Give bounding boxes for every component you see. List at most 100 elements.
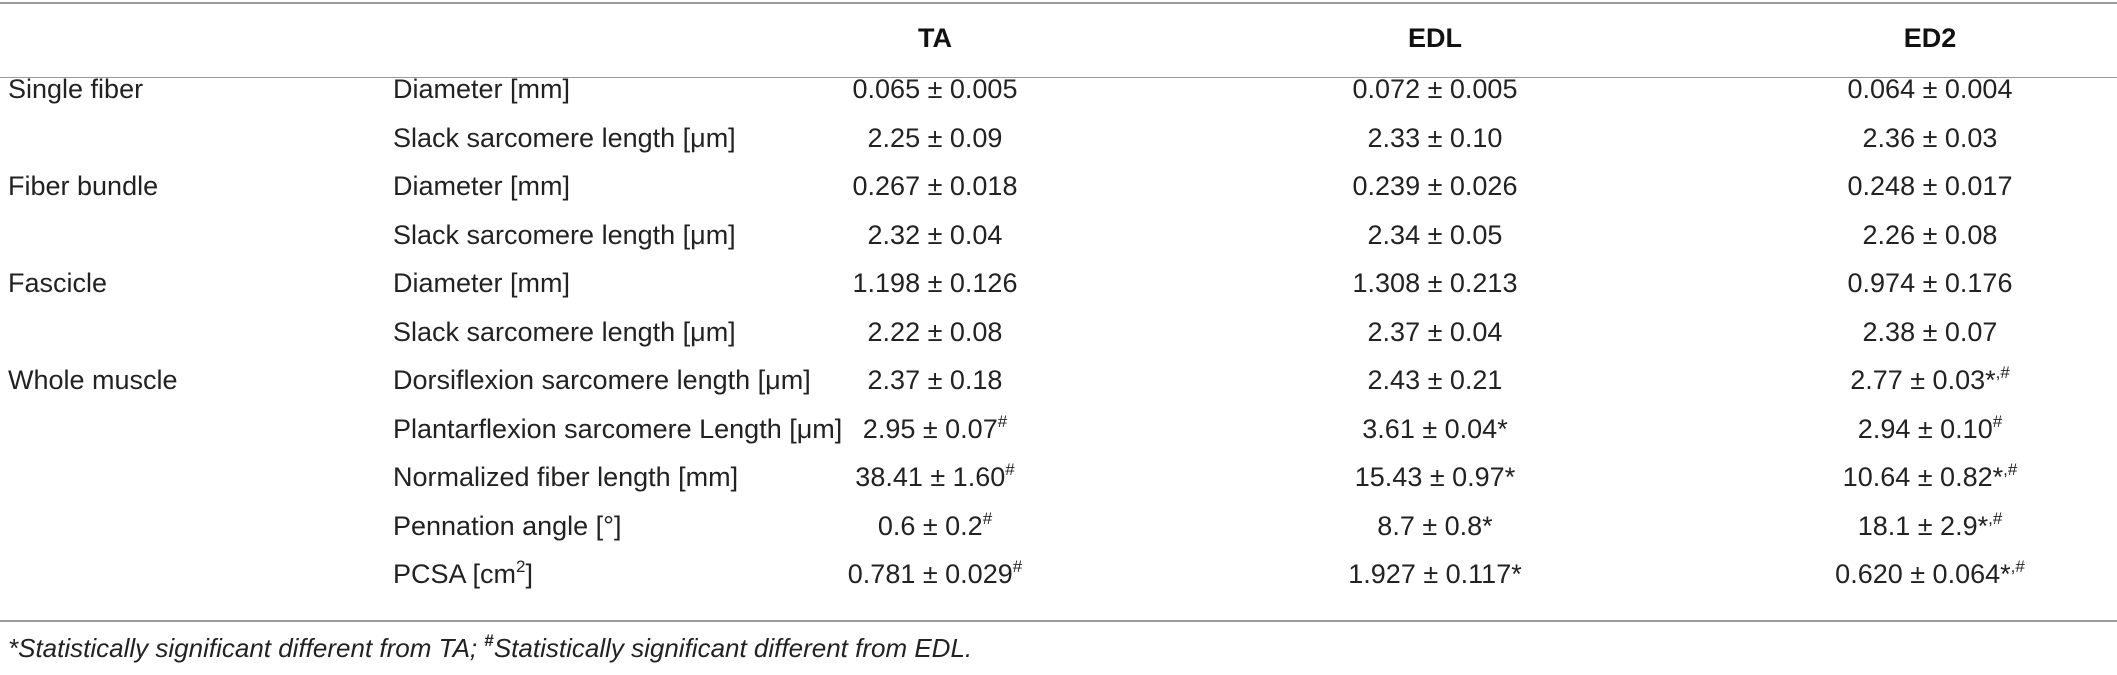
cell-value: 8.7 ± 0.8* — [1377, 511, 1493, 541]
cell-edl: 2.37 ± 0.04 — [1255, 312, 1615, 352]
footnote-ta: *Statistically significant different fro… — [8, 633, 485, 663]
significance-mark: ,# — [1988, 509, 2003, 528]
cell-value: 0.065 ± 0.005 — [852, 74, 1018, 104]
cell-edl: 2.34 ± 0.05 — [1255, 215, 1615, 255]
footnote-edl: Statistically significant different from… — [493, 633, 973, 663]
cell-value: 2.37 ± 0.04 — [1367, 317, 1503, 347]
cell-value: 1.198 ± 0.126 — [852, 268, 1018, 298]
measure-text: Pennation angle [°] — [393, 511, 622, 541]
table-top-rule — [0, 2, 2117, 4]
row-measure-label: Diameter [mm] — [393, 263, 570, 303]
cell-ed2: 2.77 ± 0.03*,# — [1750, 360, 2110, 400]
cell-ta: 2.95 ± 0.07# — [755, 409, 1115, 449]
cell-edl: 8.7 ± 0.8* — [1255, 506, 1615, 546]
cell-ta: 2.25 ± 0.09 — [755, 118, 1115, 158]
measure-text: Diameter [mm] — [393, 74, 571, 104]
footnote-hash: # — [484, 631, 494, 650]
cell-value: 2.38 ± 0.07 — [1862, 317, 1998, 347]
row-measure-label: Diameter [mm] — [393, 166, 570, 206]
row-measure-label: Slack sarcomere length [μm] — [393, 312, 736, 352]
measure-text: PCSA [cm — [393, 559, 517, 589]
column-header-edl: EDL — [1408, 23, 1462, 53]
cell-value: 0.064 ± 0.004 — [1847, 74, 2013, 104]
significance-mark: ,# — [1995, 363, 2010, 382]
measure-text: Normalized fiber length [mm] — [393, 462, 739, 492]
row-group-label: Fiber bundle — [8, 171, 159, 201]
row-measure-label: Slack sarcomere length [μm] — [393, 215, 736, 255]
row-group-label: Single fiber — [8, 74, 144, 104]
cell-edl: 2.33 ± 0.10 — [1255, 118, 1615, 158]
row-group-label: Whole muscle — [8, 365, 178, 395]
row-measure-label: Slack sarcomere length [μm] — [393, 118, 736, 158]
cell-ta: 0.065 ± 0.005 — [755, 69, 1115, 109]
cell-ed2: 0.064 ± 0.004 — [1750, 69, 2110, 109]
cell-ed2: 2.38 ± 0.07 — [1750, 312, 2110, 352]
significance-mark: # — [1012, 557, 1023, 576]
cell-value: 1.308 ± 0.213 — [1352, 268, 1518, 298]
cell-ta: 0.781 ± 0.029# — [755, 554, 1115, 594]
cell-edl: 0.239 ± 0.026 — [1255, 166, 1615, 206]
row-measure-label: Plantarflexion sarcomere Length [μm] — [393, 409, 842, 449]
measure-text: Plantarflexion sarcomere Length [μm] — [393, 414, 843, 444]
cell-value: 0.248 ± 0.017 — [1847, 171, 2013, 201]
cell-ed2: 0.248 ± 0.017 — [1750, 166, 2110, 206]
cell-ta: 0.267 ± 0.018 — [755, 166, 1115, 206]
cell-value: 2.94 ± 0.10 — [1857, 414, 1993, 444]
measure-text: Slack sarcomere length [μm] — [393, 220, 736, 250]
cell-value: 3.61 ± 0.04* — [1362, 414, 1508, 444]
cell-edl: 0.072 ± 0.005 — [1255, 69, 1615, 109]
cell-value: 0.781 ± 0.029 — [847, 559, 1013, 589]
cell-value: 2.22 ± 0.08 — [867, 317, 1003, 347]
cell-ed2: 2.36 ± 0.03 — [1750, 118, 2110, 158]
row-measure-label: Pennation angle [°] — [393, 506, 621, 546]
significance-mark: # — [1992, 412, 2003, 431]
cell-ta: 0.6 ± 0.2# — [755, 506, 1115, 546]
row-measure-label: Diameter [mm] — [393, 69, 570, 109]
column-header-ed2: ED2 — [1903, 23, 1957, 53]
significance-mark: ,# — [2010, 557, 2025, 576]
cell-ta: 2.37 ± 0.18 — [755, 360, 1115, 400]
cell-edl: 2.43 ± 0.21 — [1255, 360, 1615, 400]
cell-value: 2.37 ± 0.18 — [867, 365, 1003, 395]
row-group-label: Fascicle — [8, 268, 108, 298]
cell-value: 0.6 ± 0.2 — [877, 511, 983, 541]
cell-value: 2.43 ± 0.21 — [1367, 365, 1503, 395]
table-bottom-rule — [0, 620, 2117, 622]
cell-value: 2.25 ± 0.09 — [867, 123, 1003, 153]
cell-edl: 1.927 ± 0.117* — [1255, 554, 1615, 594]
column-header-ta: TA — [918, 23, 952, 53]
row-measure-label: Dorsiflexion sarcomere length [μm] — [393, 360, 811, 400]
cell-value: 18.1 ± 2.9* — [1857, 511, 1989, 541]
row-measure-label: PCSA [cm2] — [393, 554, 533, 594]
cell-ed2: 2.26 ± 0.08 — [1750, 215, 2110, 255]
significance-mark: # — [982, 509, 993, 528]
cell-value: 0.974 ± 0.176 — [1847, 268, 2013, 298]
significance-mark: ,# — [2003, 460, 2018, 479]
measure-superscript: 2 — [516, 557, 526, 576]
measure-text: Diameter [mm] — [393, 268, 571, 298]
cell-ed2: 2.94 ± 0.10# — [1750, 409, 2110, 449]
header-rule — [0, 77, 2117, 78]
cell-value: 38.41 ± 1.60 — [855, 462, 1006, 492]
cell-value: 0.620 ± 0.064* — [1835, 559, 2011, 589]
cell-edl: 15.43 ± 0.97* — [1255, 457, 1615, 497]
measure-text: Diameter [mm] — [393, 171, 571, 201]
cell-ed2: 10.64 ± 0.82*,# — [1750, 457, 2110, 497]
measure-text: Slack sarcomere length [μm] — [393, 317, 736, 347]
cell-ta: 2.32 ± 0.04 — [755, 215, 1115, 255]
row-measure-label: Normalized fiber length [mm] — [393, 457, 738, 497]
cell-value: 2.95 ± 0.07 — [862, 414, 998, 444]
measure-tail: ] — [525, 559, 534, 589]
significance-mark: # — [997, 412, 1008, 431]
cell-value: 0.239 ± 0.026 — [1352, 171, 1518, 201]
cell-value: 2.26 ± 0.08 — [1862, 220, 1998, 250]
table-footnote: *Statistically significant different fro… — [8, 628, 972, 668]
cell-value: 2.36 ± 0.03 — [1862, 123, 1998, 153]
cell-value: 2.77 ± 0.03* — [1850, 365, 1996, 395]
cell-value: 2.33 ± 0.10 — [1367, 123, 1503, 153]
cell-value: 0.072 ± 0.005 — [1352, 74, 1518, 104]
cell-value: 0.267 ± 0.018 — [852, 171, 1018, 201]
cell-ta: 2.22 ± 0.08 — [755, 312, 1115, 352]
cell-edl: 3.61 ± 0.04* — [1255, 409, 1615, 449]
